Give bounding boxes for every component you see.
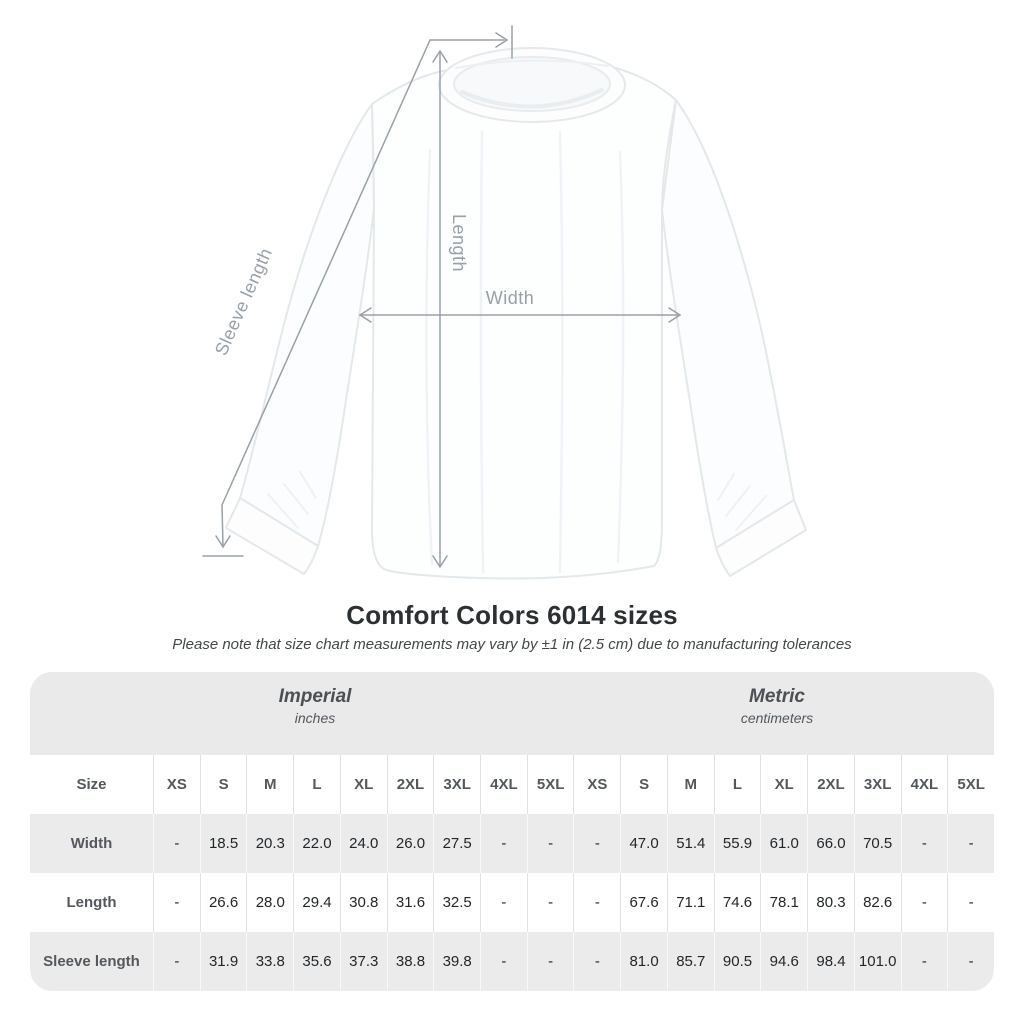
size-col-header: 5XL (947, 755, 994, 814)
size-chart-table: Imperial inches Metric centimeters Size … (30, 672, 994, 991)
value-cell: 35.6 (293, 932, 340, 991)
value-cell: - (526, 873, 574, 932)
size-col-header: 2XL (386, 755, 434, 814)
row-label: Width (70, 835, 113, 852)
page-title: Comfort Colors 6014 sizes (346, 600, 678, 630)
size-col-header: 5XL (526, 755, 574, 814)
size-col-header: S (620, 755, 667, 814)
value-cell: 85.7 (666, 932, 714, 991)
size-col-header: XL (760, 755, 807, 814)
corner-header: Size (76, 776, 107, 793)
value-cell: 80.3 (807, 873, 854, 932)
value-cell: 26.0 (386, 814, 434, 873)
value-cell: - (900, 873, 948, 932)
measurement-annotations (202, 25, 682, 569)
value-cell: - (526, 814, 574, 873)
value-cell: 71.1 (666, 873, 714, 932)
size-col-header: S (199, 755, 247, 814)
value-cell: - (573, 873, 620, 932)
value-cell: 74.6 (713, 873, 761, 932)
imperial-group-header: Imperial inches (279, 685, 352, 727)
value-cell: 39.8 (433, 932, 480, 991)
length-label: Length (449, 214, 469, 272)
size-col-header: L (293, 755, 340, 814)
tolerance-note: Please note that size chart measurements… (172, 636, 852, 653)
table-row-sleeve-length: Sleeve length - 31.9 33.8 35.6 37.3 38.8… (30, 932, 994, 991)
size-col-header: 2XL (807, 755, 854, 814)
value-cell: 28.0 (246, 873, 293, 932)
value-cell: 78.1 (760, 873, 807, 932)
row-label: Length (66, 894, 117, 911)
value-cell: 98.4 (807, 932, 854, 991)
value-cell: - (900, 814, 948, 873)
size-col-header: M (666, 755, 714, 814)
value-cell: 30.8 (339, 873, 387, 932)
value-cell: 22.0 (293, 814, 340, 873)
value-cell: 90.5 (713, 932, 761, 991)
value-cell: 94.6 (760, 932, 807, 991)
table-row-length: Length - 26.6 28.0 29.4 30.8 31.6 32.5 -… (30, 873, 994, 932)
sleeve-length-label: Sleeve length (211, 245, 276, 359)
value-cell: - (480, 932, 527, 991)
value-cell: 47.0 (620, 814, 667, 873)
value-cell: 24.0 (339, 814, 387, 873)
value-cell: 61.0 (760, 814, 807, 873)
value-cell: - (153, 873, 200, 932)
value-cell: 66.0 (807, 814, 854, 873)
row-label: Sleeve length (43, 953, 140, 970)
size-col-header: L (713, 755, 761, 814)
size-col-header: XS (153, 755, 200, 814)
size-header-row: Size XS S M L XL 2XL 3XL 4XL 5XL XS S M … (30, 755, 994, 814)
sleeve-length-dimension-line (202, 25, 513, 557)
value-cell: 37.3 (339, 932, 387, 991)
value-cell: 38.8 (386, 932, 434, 991)
value-cell: 55.9 (713, 814, 761, 873)
value-cell: 82.6 (853, 873, 901, 932)
length-dimension-line (432, 49, 448, 569)
value-cell: - (947, 932, 994, 991)
value-cell: - (900, 932, 948, 991)
imperial-group-unit: inches (294, 710, 336, 726)
width-dimension-line (358, 307, 682, 323)
value-cell: - (480, 873, 527, 932)
metric-group-label: Metric (749, 686, 805, 707)
value-cell: - (947, 814, 994, 873)
value-cell: 81.0 (620, 932, 667, 991)
value-cell: - (480, 814, 527, 873)
value-cell: - (526, 932, 574, 991)
value-cell: 33.8 (246, 932, 293, 991)
size-col-header: 4XL (900, 755, 948, 814)
width-label: Width (486, 288, 535, 308)
value-cell: 20.3 (246, 814, 293, 873)
metric-group-header: Metric centimeters (741, 685, 813, 727)
size-col-header: 3XL (853, 755, 901, 814)
value-cell: 27.5 (433, 814, 480, 873)
value-cell: 101.0 (853, 932, 901, 991)
value-cell: - (153, 932, 200, 991)
value-cell: - (153, 814, 200, 873)
value-cell: 51.4 (666, 814, 714, 873)
value-cell: 67.6 (620, 873, 667, 932)
value-cell: - (573, 814, 620, 873)
value-cell: - (947, 873, 994, 932)
value-cell: - (573, 932, 620, 991)
value-cell: 32.5 (433, 873, 480, 932)
size-col-header: XS (573, 755, 620, 814)
unit-group-header-band: Imperial inches Metric centimeters (30, 672, 994, 755)
imperial-group-label: Imperial (278, 686, 352, 707)
shirt-illustration (225, 47, 807, 580)
value-cell: 70.5 (853, 814, 901, 873)
value-cell: 31.6 (386, 873, 434, 932)
metric-group-unit: centimeters (740, 710, 814, 726)
shirt-measurement-diagram: Width Length Sleeve length (202, 25, 807, 580)
value-cell: 31.9 (199, 932, 247, 991)
value-cell: 18.5 (199, 814, 247, 873)
value-cell: 29.4 (293, 873, 340, 932)
table-row-width: Width - 18.5 20.3 22.0 24.0 26.0 27.5 - … (30, 814, 994, 873)
value-cell: 26.6 (199, 873, 247, 932)
size-col-header: 3XL (433, 755, 480, 814)
size-col-header: M (246, 755, 293, 814)
size-col-header: XL (339, 755, 387, 814)
size-col-header: 4XL (480, 755, 527, 814)
